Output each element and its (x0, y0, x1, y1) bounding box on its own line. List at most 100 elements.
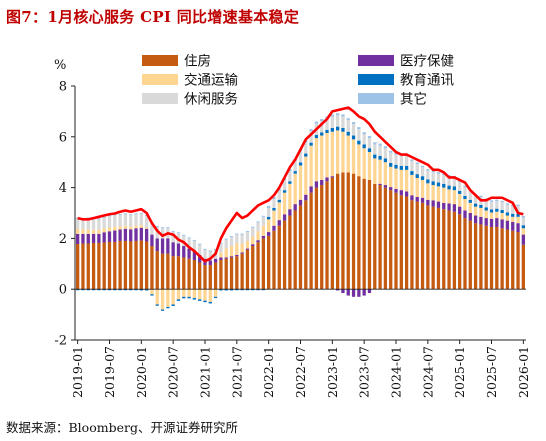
bar-segment-3-2021-12 (261, 289, 265, 291)
bar-segment-1-2026-01 (521, 234, 525, 245)
bar-segment-1-2019-09 (118, 229, 122, 241)
bar-segment-3-2023-09 (373, 154, 377, 159)
bar-segment-3-2023-07 (362, 144, 366, 149)
bar-segment-4-2024-09 (436, 173, 441, 183)
x-tick-label: 2019-07 (102, 346, 117, 398)
bar-segment-4-2021-06 (229, 237, 234, 247)
bar-segment-3-2024-12 (452, 186, 457, 191)
bar-segment-3-2021-03 (213, 296, 218, 299)
bar-segment-1-2019-03 (86, 233, 90, 244)
bar-segment-5-2025-05 (479, 195, 483, 198)
bar-segment-0-2021-06 (229, 257, 234, 290)
axis-frame (71, 85, 526, 344)
bar-segment-3-2022-03 (277, 199, 281, 203)
bar-segment-5-2025-07 (489, 200, 494, 202)
bar-segment-2-2020-06 (166, 289, 170, 307)
bar-segment-3-2023-01 (330, 127, 334, 132)
bar-segment-0-2023-01 (330, 177, 334, 290)
bar-segment-3-2020-11 (192, 298, 197, 300)
legend-swatch-1 (358, 55, 394, 66)
bar-segment-2-2022-01 (267, 219, 271, 233)
bar-segment-2-2021-12 (261, 225, 265, 236)
bar-segment-3-2019-04 (91, 289, 96, 291)
bar-segment-2-2023-02 (336, 130, 340, 174)
bar-segment-2-2024-12 (452, 190, 457, 205)
bar-segment-4-2025-12 (516, 206, 520, 214)
bar-segment-1-2023-01 (330, 176, 334, 178)
bar-segment-1-2019-01 (76, 233, 80, 244)
bar-segment-4-2021-11 (256, 222, 260, 232)
bar-segment-3-2022-10 (314, 135, 319, 139)
bar-segment-0-2023-11 (383, 187, 388, 290)
bar-segment-1-2024-09 (436, 201, 441, 208)
bar-segment-1-2022-02 (272, 225, 276, 231)
bar-segment-2-2022-10 (314, 138, 319, 182)
bar-segment-1-2025-09 (500, 219, 504, 229)
bar-segment-2-2024-06 (420, 179, 425, 198)
bar-segment-1-2019-04 (91, 233, 96, 243)
bar-segment-3-2022-04 (282, 190, 287, 193)
bar-segment-1-2022-07 (298, 199, 303, 206)
bar-segment-1-2020-07 (171, 242, 175, 257)
bar-segment-4-2021-08 (240, 234, 244, 244)
bar-segment-1-2022-11 (320, 179, 324, 186)
bar-segment-1-2021-05 (224, 257, 228, 259)
bar-segment-2-2025-05 (479, 207, 483, 217)
bar-segment-4-2023-06 (357, 129, 361, 141)
bar-segment-4-2025-11 (511, 206, 515, 214)
bar-segment-1-2023-02 (336, 289, 340, 291)
bar-segment-2-2020-09 (182, 289, 186, 297)
bar-segment-1-2019-05 (97, 233, 101, 243)
bar-segment-1-2019-06 (102, 232, 106, 243)
bar-segment-0-2019-04 (91, 242, 96, 290)
bar-segment-3-2019-06 (102, 289, 106, 291)
bar-segment-3-2021-07 (235, 289, 239, 291)
bar-segment-2-2019-05 (97, 230, 101, 234)
bar-segment-4-2022-08 (304, 142, 308, 154)
bar-segment-1-2024-10 (442, 202, 446, 210)
bar-segment-5-2021-06 (229, 236, 234, 238)
bar-segment-3-2024-08 (431, 181, 435, 186)
bar-segment-4-2020-01 (139, 213, 143, 226)
bar-segment-1-2020-01 (139, 227, 143, 241)
bar-segment-0-2024-03 (404, 196, 409, 290)
bar-segment-3-2020-12 (198, 299, 202, 301)
bar-segment-3-2024-11 (447, 185, 451, 190)
legend-label-2: 交通运输 (184, 72, 238, 89)
bar-segment-3-2025-07 (489, 209, 494, 213)
legend-label-5: 其它 (400, 91, 427, 108)
bar-segment-4-2022-05 (288, 171, 292, 182)
bar-segment-2-2020-01 (139, 225, 143, 228)
bar-segment-0-2024-09 (436, 207, 441, 290)
bar-segment-3-2019-02 (81, 289, 85, 291)
bar-segment-0-2022-09 (309, 192, 313, 290)
bar-segment-0-2025-06 (484, 225, 488, 290)
bar-segment-4-2019-01 (76, 218, 80, 229)
bar-segment-5-2020-06 (166, 227, 170, 229)
bar-segment-1-2024-11 (447, 203, 451, 211)
bar-segment-3-2019-09 (118, 289, 122, 291)
bar-segment-2-2023-03 (341, 131, 345, 173)
bar-segment-0-2023-05 (351, 173, 356, 290)
bar-segment-4-2024-04 (410, 160, 414, 172)
bar-segment-0-2024-04 (410, 200, 414, 290)
bar-segment-3-2026-01 (521, 225, 525, 229)
bar-segment-4-2023-10 (378, 145, 382, 156)
bar-segment-4-2022-12 (325, 118, 329, 130)
bar-segment-2-2022-05 (288, 183, 292, 210)
bar-segment-1-2021-10 (251, 244, 255, 247)
bar-segment-1-2020-05 (160, 238, 165, 254)
x-tick-label: 2019-01 (70, 346, 85, 398)
bar-segment-2-2024-08 (431, 185, 435, 201)
bar-segment-1-2023-04 (346, 289, 350, 296)
bar-segment-3-2025-12 (516, 213, 520, 217)
bar-segment-5-2022-11 (320, 119, 324, 122)
bar-segment-5-2021-11 (256, 221, 260, 223)
bar-segment-1-2019-07 (107, 231, 112, 242)
x-tick-label: 2025-07 (484, 346, 499, 398)
bar-segment-4-2022-09 (309, 131, 313, 143)
legend-label-0: 住房 (184, 54, 211, 70)
y-tick-label: 0 (59, 283, 67, 298)
bar-segment-0-2024-11 (447, 210, 451, 290)
